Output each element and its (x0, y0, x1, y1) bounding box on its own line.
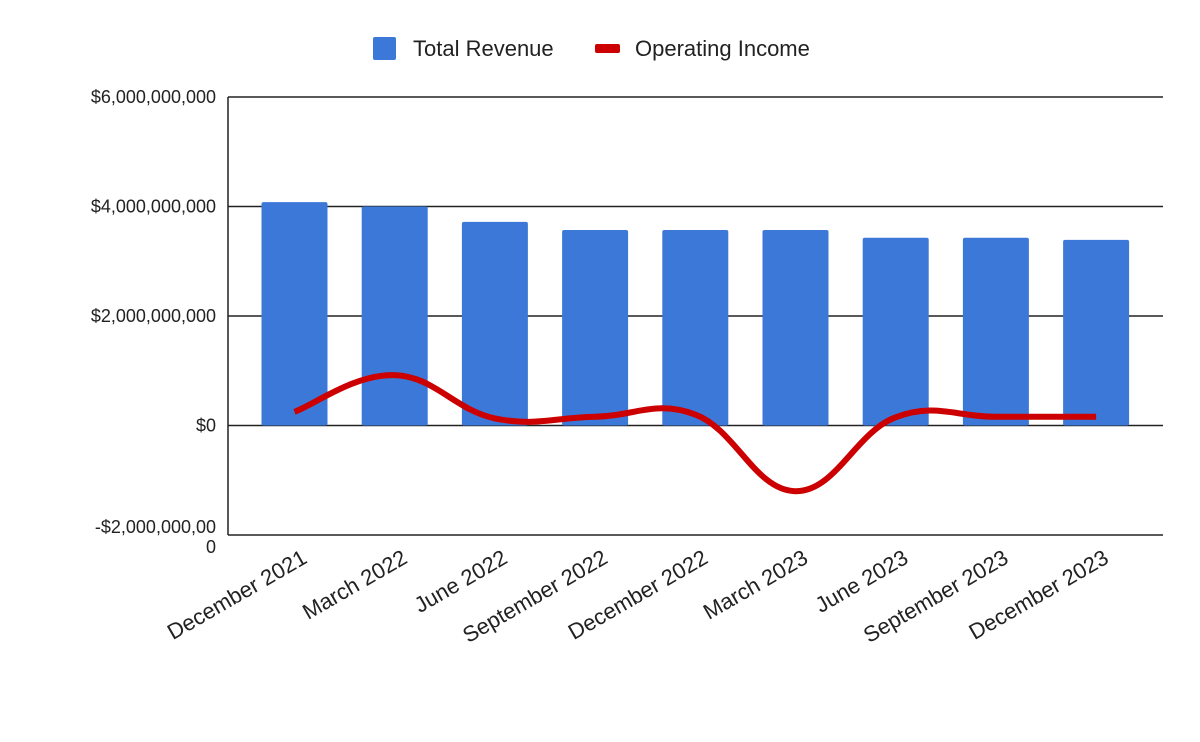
legend-label-operating-income: Operating Income (635, 36, 810, 61)
x-tick-label: March 2023 (699, 545, 812, 625)
legend-swatch-total-revenue (373, 37, 396, 60)
line-series-operating-income (293, 372, 1097, 495)
bar (762, 230, 829, 426)
bar (662, 230, 729, 426)
x-tick-label: March 2022 (298, 545, 411, 625)
bar (862, 237, 929, 426)
legend-label-total-revenue: Total Revenue (413, 36, 554, 61)
x-tick-label: December 2021 (163, 545, 311, 645)
legend: Total Revenue Operating Income (373, 36, 810, 61)
bar (962, 237, 1029, 426)
operating-income-line (293, 372, 1097, 495)
y-tick-label: $6,000,000,000 (91, 87, 216, 107)
y-tick-labels: $6,000,000,000 $4,000,000,000 $2,000,000,0… (91, 87, 216, 557)
y-tick-label: $2,000,000,000 (91, 306, 216, 326)
bar-series-total-revenue (261, 202, 1130, 426)
bar (261, 202, 328, 426)
legend-swatch-operating-income (595, 44, 620, 53)
bar (562, 230, 629, 426)
y-tick-label: -$2,000,000,00 0 (95, 517, 216, 557)
bar (361, 206, 428, 426)
y-tick-label: $0 (196, 416, 216, 436)
bar (1063, 239, 1130, 426)
bar (461, 221, 528, 426)
y-tick-label: $4,000,000,000 (91, 197, 216, 217)
